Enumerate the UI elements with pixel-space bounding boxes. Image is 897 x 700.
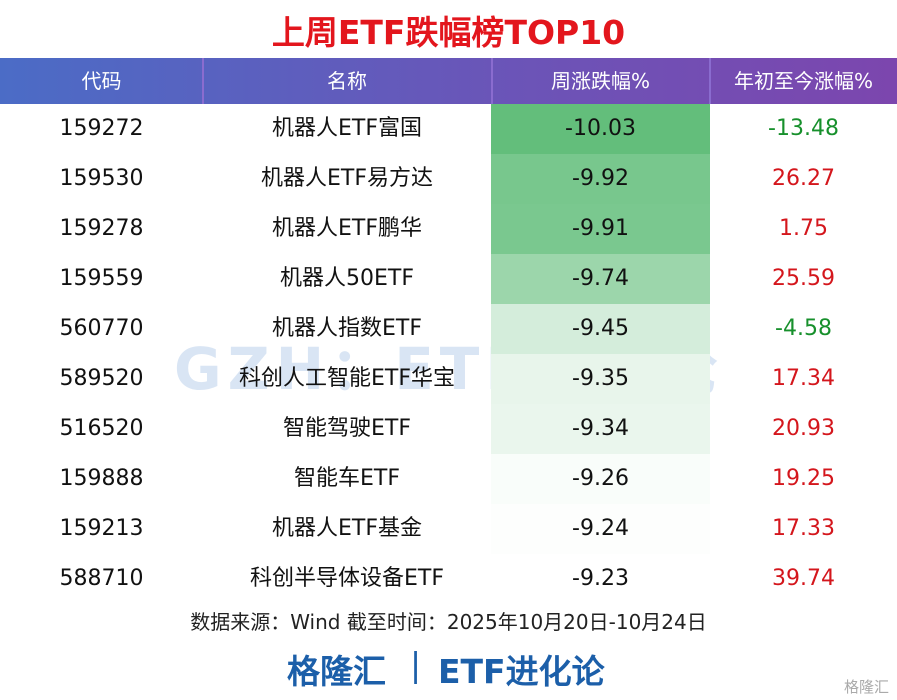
ytd-change: 17.33	[772, 516, 835, 541]
ytd-change: 17.34	[772, 366, 835, 391]
name: 机器人ETF易方达	[261, 166, 433, 191]
ytd-change: 19.25	[772, 466, 835, 491]
weekly-change: -9.92	[572, 166, 629, 191]
ytd-change: 20.93	[772, 416, 835, 441]
weekly-change: -9.91	[572, 216, 629, 241]
weekly-change: -9.23	[572, 566, 629, 591]
source-note: 数据来源：Wind 截至时间：2025年10月20日-10月24日	[190, 610, 707, 634]
column-header: 周涨跌幅%	[550, 69, 650, 93]
code: 159213	[59, 516, 144, 541]
name: 机器人ETF鹏华	[272, 216, 422, 241]
code: 159888	[59, 466, 144, 491]
heat-cell	[491, 404, 710, 454]
weekly-change: -9.74	[572, 266, 629, 291]
heat-cell	[491, 554, 710, 604]
header-divider	[491, 58, 493, 104]
heat-cell	[491, 104, 710, 154]
heat-cell	[491, 154, 710, 204]
heat-cell	[491, 304, 710, 354]
heat-cell	[491, 504, 710, 554]
ytd-change: 25.59	[772, 266, 835, 291]
footer-brand: 格隆汇	[287, 652, 386, 691]
name: 科创半导体设备ETF	[250, 566, 444, 591]
heat-cell	[491, 254, 710, 304]
heat-cell	[491, 204, 710, 254]
name: 机器人ETF富国	[272, 116, 422, 141]
name: 机器人50ETF	[280, 266, 414, 291]
weekly-change: -9.35	[572, 366, 629, 391]
name: 机器人ETF基金	[272, 516, 422, 541]
code: 516520	[59, 416, 144, 441]
name: 科创人工智能ETF华宝	[239, 366, 455, 391]
code: 159278	[59, 216, 144, 241]
weekly-change: -9.45	[572, 316, 629, 341]
heat-cell	[491, 354, 710, 404]
code: 159559	[59, 266, 144, 291]
code: 589520	[59, 366, 144, 391]
heat-cell	[491, 454, 710, 504]
title: 上周ETF跌幅榜TOP10	[271, 13, 626, 52]
code: 159530	[59, 166, 144, 191]
footer-channel: ETF进化论	[438, 652, 605, 691]
ytd-change: 26.27	[772, 166, 835, 191]
name: 智能驾驶ETF	[283, 416, 411, 441]
code: 588710	[59, 566, 144, 591]
weekly-change: -10.03	[565, 116, 636, 141]
code: 560770	[59, 316, 144, 341]
header-bar	[0, 58, 897, 104]
name: 智能车ETF	[294, 466, 400, 491]
ytd-change: 1.75	[779, 216, 828, 241]
ytd-change: -13.48	[768, 116, 839, 141]
header-divider	[202, 58, 204, 104]
footer-divider: |	[410, 645, 422, 684]
column-header: 代码	[81, 69, 122, 93]
corner-logo: 格隆汇	[843, 678, 889, 696]
name: 机器人指数ETF	[272, 316, 422, 341]
ytd-change: 39.74	[772, 566, 835, 591]
column-header: 名称	[327, 69, 367, 93]
column-header: 年初至今涨幅%	[733, 69, 873, 93]
ytd-change: -4.58	[775, 316, 832, 341]
header-divider	[709, 58, 711, 104]
weekly-change: -9.26	[572, 466, 629, 491]
code: 159272	[59, 116, 144, 141]
weekly-change: -9.34	[572, 416, 629, 441]
weekly-change: -9.24	[572, 516, 629, 541]
